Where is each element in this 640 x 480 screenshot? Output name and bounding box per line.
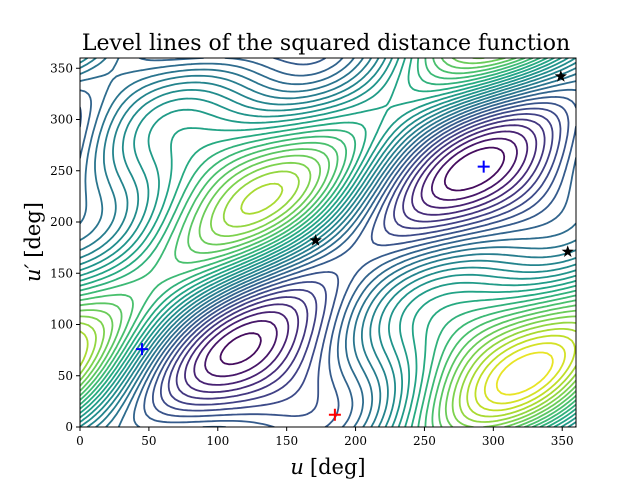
markers	[136, 69, 574, 421]
y-tick-label: 250	[50, 164, 73, 178]
y-tick-label: 150	[50, 266, 73, 280]
contour-level-line	[219, 146, 506, 366]
x-tick-label: 50	[141, 434, 156, 448]
x-tick-label: 200	[344, 434, 367, 448]
y-axis-var: u′	[21, 263, 45, 282]
contour-level-line	[80, 58, 576, 427]
contour-level-line	[495, 351, 554, 396]
contour-level-line	[80, 170, 576, 423]
contour-level-line	[204, 137, 518, 378]
star-marker	[561, 245, 574, 257]
contour-level-line	[80, 182, 576, 418]
x-tick-label: 300	[482, 434, 505, 448]
plus-marker	[328, 408, 341, 421]
chart-title: Level lines of the squared distance func…	[82, 31, 570, 56]
y-axis-ticks: 0 50 100 150 200 250 300 350	[50, 61, 80, 434]
contour-level-line	[80, 58, 576, 427]
star-marker	[554, 69, 567, 82]
contour-level-line	[80, 58, 576, 427]
x-axis-ticks: 0 50 100 150 200 250 300 350	[76, 427, 574, 448]
contour-level-line	[160, 107, 562, 412]
contour-level-line	[167, 113, 554, 406]
contour-level-line	[175, 118, 546, 400]
y-tick-label: 100	[50, 318, 73, 332]
x-tick-label: 150	[275, 434, 298, 448]
x-tick-label: 250	[413, 434, 436, 448]
contour-level-line	[80, 58, 576, 427]
contour-level-line	[193, 130, 529, 386]
contour-level-line	[80, 58, 576, 427]
contour-level-line	[483, 342, 566, 405]
contour-level-line	[80, 58, 576, 427]
y-axis-label: u′ [deg]	[21, 202, 45, 282]
y-tick-label: 0	[65, 420, 73, 434]
contour-level-line	[80, 58, 576, 427]
y-tick-label: 350	[50, 61, 73, 75]
contour-level-line	[474, 334, 576, 412]
contour-level-line	[152, 102, 570, 418]
contour-level-line	[80, 58, 576, 427]
x-axis-unit: [deg]	[310, 455, 366, 479]
plus-marker	[477, 160, 490, 173]
contour-lines	[80, 58, 576, 427]
contour-level-line	[184, 124, 538, 394]
contour-level-line	[80, 58, 576, 427]
contour-level-line	[80, 58, 576, 427]
y-tick-label: 50	[58, 369, 73, 383]
x-axis-label: u [deg]	[290, 455, 365, 479]
y-axis-unit: [deg]	[21, 202, 45, 258]
plot-frame	[79, 57, 577, 428]
x-tick-label: 100	[206, 434, 229, 448]
star-marker	[309, 234, 322, 246]
contour-level-line	[80, 58, 576, 427]
x-axis-var: u	[290, 455, 304, 479]
x-tick-label: 350	[551, 434, 574, 448]
y-tick-label: 200	[50, 215, 73, 229]
contour-level-line	[80, 58, 576, 427]
plus-marker	[136, 343, 148, 356]
contour-level-line	[80, 58, 576, 427]
y-tick-label: 300	[50, 113, 73, 127]
x-tick-label: 0	[76, 434, 84, 448]
contour-level-line	[80, 58, 576, 427]
